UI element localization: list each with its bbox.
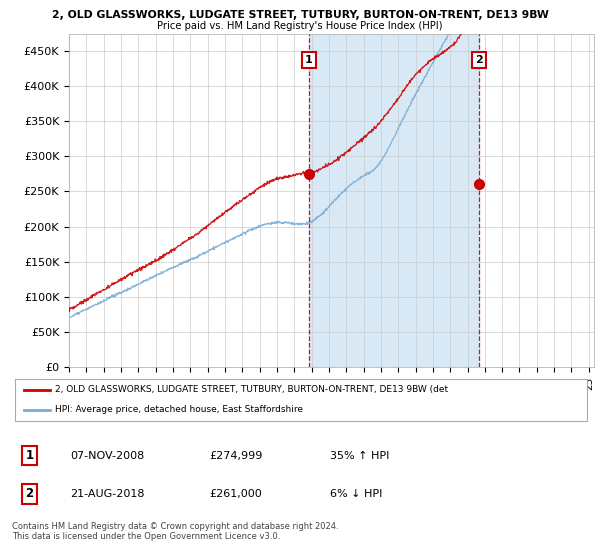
Text: 6% ↓ HPI: 6% ↓ HPI xyxy=(331,489,383,499)
FancyBboxPatch shape xyxy=(15,379,587,421)
Text: Contains HM Land Registry data © Crown copyright and database right 2024.
This d: Contains HM Land Registry data © Crown c… xyxy=(12,522,338,542)
Text: Price paid vs. HM Land Registry's House Price Index (HPI): Price paid vs. HM Land Registry's House … xyxy=(157,21,443,31)
Text: 35% ↑ HPI: 35% ↑ HPI xyxy=(331,450,390,460)
Text: HPI: Average price, detached house, East Staffordshire: HPI: Average price, detached house, East… xyxy=(55,405,304,414)
Text: 2, OLD GLASSWORKS, LUDGATE STREET, TUTBURY, BURTON-ON-TRENT, DE13 9BW (det: 2, OLD GLASSWORKS, LUDGATE STREET, TUTBU… xyxy=(55,385,449,394)
Bar xyxy=(309,34,479,367)
Text: 1: 1 xyxy=(25,449,34,462)
Text: 21-AUG-2018: 21-AUG-2018 xyxy=(70,489,145,499)
Text: £274,999: £274,999 xyxy=(209,450,262,460)
Text: 07-NOV-2008: 07-NOV-2008 xyxy=(70,450,144,460)
Text: 1: 1 xyxy=(305,55,313,66)
Text: 2: 2 xyxy=(475,55,482,66)
Text: £261,000: £261,000 xyxy=(209,489,262,499)
Text: 2, OLD GLASSWORKS, LUDGATE STREET, TUTBURY, BURTON-ON-TRENT, DE13 9BW: 2, OLD GLASSWORKS, LUDGATE STREET, TUTBU… xyxy=(52,10,548,20)
Text: 2: 2 xyxy=(25,487,34,500)
